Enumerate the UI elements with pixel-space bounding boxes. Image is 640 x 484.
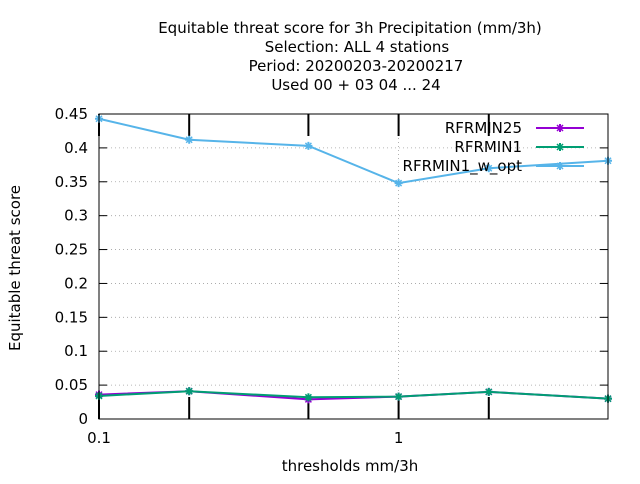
marker-stroke bbox=[485, 164, 493, 172]
series-2-point bbox=[304, 141, 313, 150]
y-tick-label: 0.45 bbox=[55, 105, 88, 123]
y-tick-label: 0.05 bbox=[55, 376, 88, 394]
y-tick-label: 0.1 bbox=[64, 342, 88, 360]
legend-label-2: RFRMIN1_w_opt bbox=[403, 157, 523, 176]
legend-marker-0 bbox=[556, 124, 564, 132]
marker-stroke bbox=[556, 124, 564, 132]
axis-ticks: 0 0.05 0.1 0.15 0.2 0.25 0.3 0.35 0.4 0.45 0.1 1 bbox=[55, 105, 608, 447]
series-line-1 bbox=[98, 390, 609, 400]
marker-stroke bbox=[395, 179, 403, 187]
y-tick-label: 0.2 bbox=[64, 274, 88, 292]
plot-frame bbox=[98, 113, 609, 420]
series-2-point bbox=[394, 179, 403, 188]
y-tick-label: 0.15 bbox=[55, 308, 88, 326]
x-tick-label: 1 bbox=[394, 429, 404, 447]
title-line-2: Selection: ALL 4 stations bbox=[265, 38, 450, 56]
marker-stroke bbox=[304, 393, 312, 401]
y-axis-label: Equitable threat score bbox=[6, 185, 24, 351]
y-tick-label: 0.35 bbox=[55, 173, 88, 191]
marker-stroke bbox=[485, 388, 493, 396]
y-tick-label: 0.25 bbox=[55, 241, 88, 259]
legend-label-0: RFRMIN25 bbox=[445, 119, 522, 137]
series-1-point bbox=[394, 392, 403, 401]
series-lines bbox=[95, 114, 612, 404]
x-axis-label: thresholds mm/3h bbox=[282, 457, 419, 475]
marker-stroke bbox=[304, 142, 312, 150]
legend-marker-1 bbox=[556, 143, 564, 151]
series-1-point bbox=[484, 387, 493, 396]
y-tick-label: 0.4 bbox=[64, 139, 88, 157]
series-1-point bbox=[304, 393, 313, 402]
series-line-2 bbox=[98, 117, 609, 185]
title-line-4: Used 00 + 03 04 ... 24 bbox=[271, 76, 440, 94]
series-2-point bbox=[484, 164, 493, 173]
marker-stroke bbox=[185, 387, 193, 395]
legend-label-1: RFRMIN1 bbox=[454, 138, 522, 156]
series-2-point bbox=[185, 135, 194, 144]
marker-stroke bbox=[395, 393, 403, 401]
grid bbox=[99, 114, 608, 419]
title-line-1: Equitable threat score for 3h Precipitat… bbox=[158, 19, 542, 37]
marker-stroke bbox=[185, 136, 193, 144]
legend-marker-2 bbox=[556, 162, 564, 170]
y-tick-label: 0 bbox=[78, 410, 88, 428]
series-1-point bbox=[185, 387, 194, 396]
x-tick-label: 0.1 bbox=[87, 429, 111, 447]
marker-stroke bbox=[556, 162, 564, 170]
chart-title: Equitable threat score for 3h Precipitat… bbox=[158, 19, 542, 94]
title-line-3: Period: 20200203-20200217 bbox=[249, 57, 464, 75]
y-tick-label: 0.3 bbox=[64, 207, 88, 225]
marker-stroke bbox=[556, 143, 564, 151]
